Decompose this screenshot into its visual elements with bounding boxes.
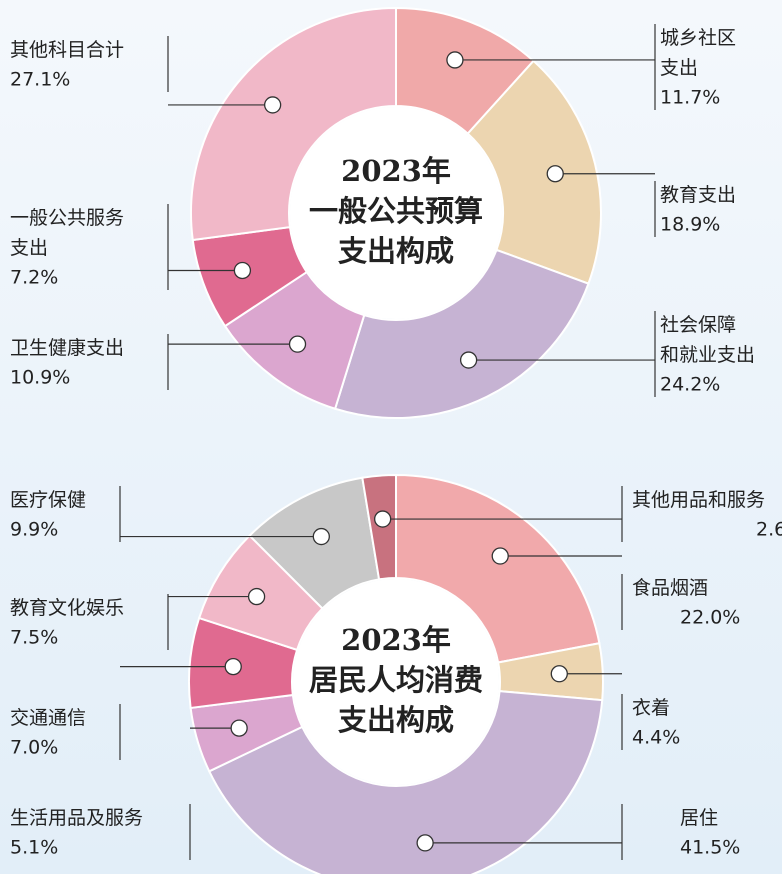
value-label: 7.5% [10, 627, 58, 649]
value-label: 27.1% [10, 69, 70, 91]
category-label: 一般公共服务支出 [10, 207, 124, 259]
label-dot [416, 834, 434, 852]
donut-hole [290, 107, 502, 319]
value-label: 9.9% [10, 519, 58, 541]
chart-title: 2023年 [341, 623, 451, 657]
label-dot [230, 719, 248, 737]
value-label: 10.9% [10, 367, 70, 389]
label-dot [374, 510, 392, 528]
chart-title: 支出构成 [338, 703, 454, 737]
category-label-line: 教育支出 [660, 184, 736, 206]
label-dot [288, 335, 307, 353]
category-label: 衣着 [632, 697, 670, 719]
category-label-line: 支出 [10, 237, 48, 259]
category-label-line: 一般公共服务 [10, 207, 124, 229]
label-dot [224, 657, 242, 676]
category-label: 其他科目合计 [10, 39, 124, 61]
donut-segment [466, 59, 602, 285]
category-label-line: 生活用品及服务 [10, 807, 143, 829]
value-label: 7.0% [10, 737, 58, 759]
label-dot [546, 165, 564, 183]
category-label-line: 医疗保健 [10, 489, 86, 511]
value-label: 24.2% [660, 374, 720, 396]
category-label-line: 其他用品和服务 [632, 489, 765, 511]
category-label-line: 居住 [680, 807, 718, 829]
label-dot [491, 547, 509, 565]
category-label: 食品烟酒 [632, 577, 708, 599]
donut-segment [395, 473, 601, 664]
value-label: 5.1% [10, 837, 58, 859]
value-label: 11.7% [660, 87, 720, 109]
category-label-line: 教育文化娱乐 [10, 597, 124, 619]
category-label-line: 支出 [660, 57, 698, 79]
category-label: 医疗保健 [10, 489, 86, 511]
category-label-line: 城乡社区 [660, 27, 736, 49]
donut-segment [207, 690, 604, 874]
chart-title: 2023年 [341, 154, 451, 188]
value-label: 4.4% [632, 727, 680, 749]
category-label: 卫生健康支出 [10, 337, 124, 359]
label-dot [312, 527, 330, 546]
value-label: 2.6% [756, 519, 782, 541]
value-label: 41.5% [680, 837, 740, 859]
category-label-line: 社会保障 [660, 314, 736, 336]
donut-segment [361, 473, 397, 581]
chart-title: 一般公共预算 [309, 194, 483, 228]
category-label: 居住 [680, 807, 718, 829]
category-label-line: 和就业支出 [660, 344, 755, 366]
value-label: 22.0% [680, 607, 740, 629]
label-dot [446, 51, 464, 69]
category-label-line: 其他科目合计 [10, 39, 124, 61]
category-label-line: 衣着 [632, 697, 670, 719]
label-dot [247, 587, 266, 606]
value-label: 7.2% [10, 267, 58, 289]
category-label: 交通通信 [10, 707, 86, 729]
value-label: 18.9% [660, 214, 720, 236]
label-dot [459, 351, 478, 369]
chart-title: 支出构成 [338, 234, 454, 268]
label-dot [233, 261, 252, 280]
category-label: 教育文化娱乐 [10, 597, 124, 619]
donut-segment [190, 6, 397, 242]
donut-segment [333, 248, 590, 419]
chart-title: 居民人均消费 [309, 663, 483, 697]
category-label: 教育支出 [660, 184, 736, 206]
label-dot [550, 665, 568, 683]
category-label-line: 卫生健康支出 [10, 337, 124, 359]
donut-hole [293, 579, 499, 785]
category-label: 社会保障和就业支出 [660, 314, 755, 366]
label-dot [263, 96, 282, 114]
category-label: 其他用品和服务 [632, 489, 765, 511]
category-label-line: 食品烟酒 [632, 577, 708, 599]
category-label-line: 交通通信 [10, 707, 86, 729]
category-label: 城乡社区支出 [660, 27, 736, 79]
category-label: 生活用品及服务 [10, 807, 143, 829]
